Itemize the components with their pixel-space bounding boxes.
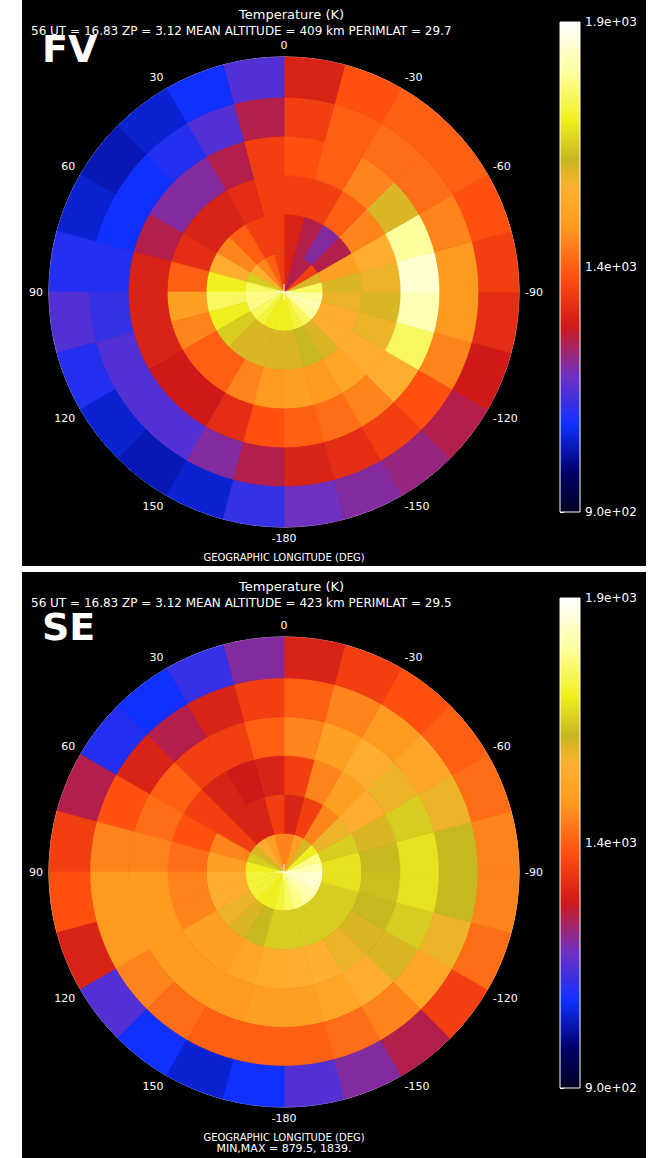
svg-text:-60: -60 bbox=[493, 740, 511, 753]
svg-text:Temperature (K): Temperature (K) bbox=[238, 579, 344, 594]
svg-text:-120: -120 bbox=[493, 412, 518, 425]
svg-text:120: 120 bbox=[54, 412, 75, 425]
svg-text:MIN,MAX = 879.5, 1839.: MIN,MAX = 879.5, 1839. bbox=[216, 1142, 351, 1155]
svg-text:0: 0 bbox=[281, 619, 288, 632]
svg-text:-90: -90 bbox=[525, 286, 543, 299]
svg-text:9.0e+02: 9.0e+02 bbox=[585, 1081, 637, 1095]
svg-text:30: 30 bbox=[150, 651, 164, 664]
svg-text:GEOGRAPHIC LONGITUDE (DEG): GEOGRAPHIC LONGITUDE (DEG) bbox=[203, 552, 364, 563]
svg-text:60: 60 bbox=[61, 160, 75, 173]
svg-text:90: 90 bbox=[29, 286, 43, 299]
svg-text:1.4e+03: 1.4e+03 bbox=[585, 836, 637, 850]
svg-text:FV: FV bbox=[42, 27, 98, 71]
svg-text:-150: -150 bbox=[405, 500, 430, 513]
svg-text:Temperature (K): Temperature (K) bbox=[238, 7, 344, 22]
svg-text:-30: -30 bbox=[405, 651, 423, 664]
svg-text:-90: -90 bbox=[525, 866, 543, 879]
svg-text:30: 30 bbox=[150, 71, 164, 84]
svg-text:-30: -30 bbox=[405, 71, 423, 84]
svg-text:150: 150 bbox=[143, 500, 164, 513]
svg-text:1.4e+03: 1.4e+03 bbox=[585, 260, 637, 274]
svg-text:56 UT = 16.83 ZP = 3.12 MEAN A: 56 UT = 16.83 ZP = 3.12 MEAN ALTITUDE = … bbox=[31, 24, 452, 38]
svg-text:1.9e+03: 1.9e+03 bbox=[585, 15, 637, 29]
svg-text:-180: -180 bbox=[272, 532, 297, 545]
svg-text:GEOGRAPHIC LONGITUDE (DEG): GEOGRAPHIC LONGITUDE (DEG) bbox=[203, 1132, 364, 1143]
svg-text:150: 150 bbox=[143, 1080, 164, 1093]
svg-text:0: 0 bbox=[281, 39, 288, 52]
svg-text:-60: -60 bbox=[493, 160, 511, 173]
svg-text:90: 90 bbox=[29, 866, 43, 879]
svg-text:-120: -120 bbox=[493, 992, 518, 1005]
svg-text:-180: -180 bbox=[272, 1112, 297, 1125]
svg-text:120: 120 bbox=[54, 992, 75, 1005]
svg-text:SE: SE bbox=[42, 605, 95, 649]
svg-text:60: 60 bbox=[61, 740, 75, 753]
svg-text:-150: -150 bbox=[405, 1080, 430, 1093]
svg-text:9.0e+02: 9.0e+02 bbox=[585, 505, 637, 519]
svg-text:56 UT = 16.83 ZP = 3.12 MEAN A: 56 UT = 16.83 ZP = 3.12 MEAN ALTITUDE = … bbox=[31, 596, 452, 610]
svg-text:1.9e+03: 1.9e+03 bbox=[585, 591, 637, 605]
